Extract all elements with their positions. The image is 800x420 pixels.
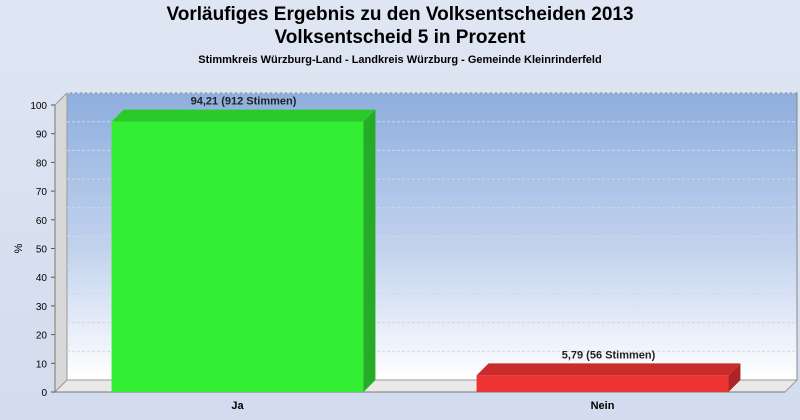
chart-subtitle: Volksentscheid 5 in Prozent (274, 27, 526, 48)
chart-title: Vorläufiges Ergebnis zu den Volksentsche… (166, 4, 634, 25)
x-tick-label: Nein (591, 400, 615, 412)
bar-front (476, 375, 729, 392)
bar-side (728, 363, 741, 392)
bar-side (363, 109, 376, 392)
y-tick-label: 20 (36, 331, 48, 342)
y-tick-label: 80 (36, 158, 48, 169)
left-wall (54, 91, 68, 394)
y-tick-label: 90 (36, 130, 48, 141)
y-tick-label: 60 (36, 216, 48, 227)
y-tick-label: 40 (36, 273, 48, 284)
bar-top (476, 363, 741, 376)
data-label: 5,79 (56 Stimmen) (562, 349, 656, 361)
y-tick-label: 100 (30, 101, 47, 112)
y-tick-label: 30 (36, 302, 48, 313)
y-tick-label: 70 (36, 187, 48, 198)
y-axis-label: % (13, 243, 25, 253)
bar-front (111, 121, 364, 392)
y-tick-label: 50 (36, 245, 48, 256)
bar-nein (476, 363, 741, 392)
chart-location: Stimmkreis Würzburg-Land - Landkreis Wür… (198, 54, 602, 66)
bar-ja (111, 109, 376, 392)
bar-top (111, 109, 376, 122)
y-tick-label: 0 (41, 388, 47, 399)
x-tick-label: Ja (231, 400, 244, 412)
data-label: 94,21 (912 Stimmen) (191, 96, 297, 108)
y-tick-label: 10 (36, 359, 48, 370)
